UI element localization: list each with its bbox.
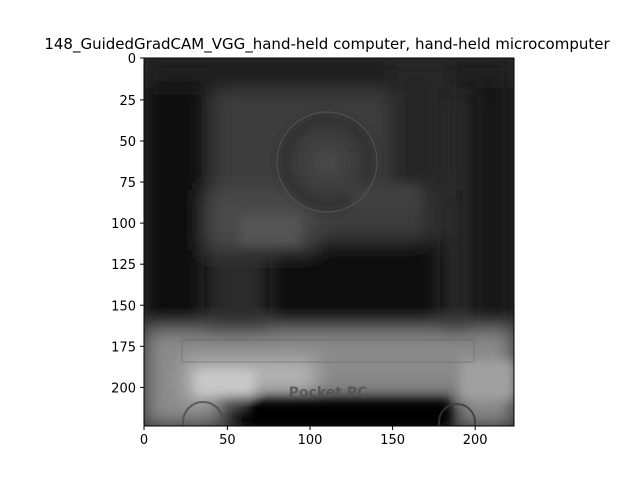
figure-title: 148_GuidedGradCAM_VGG_hand-held computer… [44,35,610,54]
y-tick-label: 75 [119,176,136,191]
axes-frame [143,57,515,427]
y-tick-label: 50 [119,135,136,150]
y-tick-label: 25 [119,94,136,109]
x-axis: 0 50 100 150 200 [140,426,488,448]
faint-image-text: Pocket PC [289,385,368,401]
x-tick-label: 0 [140,433,148,448]
heatmap-image: Pocket PC [144,58,514,426]
y-tick-label: 150 [111,299,136,314]
y-tick-label: 100 [111,217,136,232]
y-tick-label: 175 [111,340,136,355]
y-tick-label: 200 [111,381,136,396]
y-axis: 0 25 50 75 100 125 150 175 200 [111,52,144,396]
y-tick-label: 125 [111,258,136,273]
x-tick-label: 150 [380,433,405,448]
x-tick-label: 50 [219,433,236,448]
x-tick-label: 100 [298,433,323,448]
y-tick-label: 0 [128,52,136,67]
x-tick-label: 200 [463,433,488,448]
